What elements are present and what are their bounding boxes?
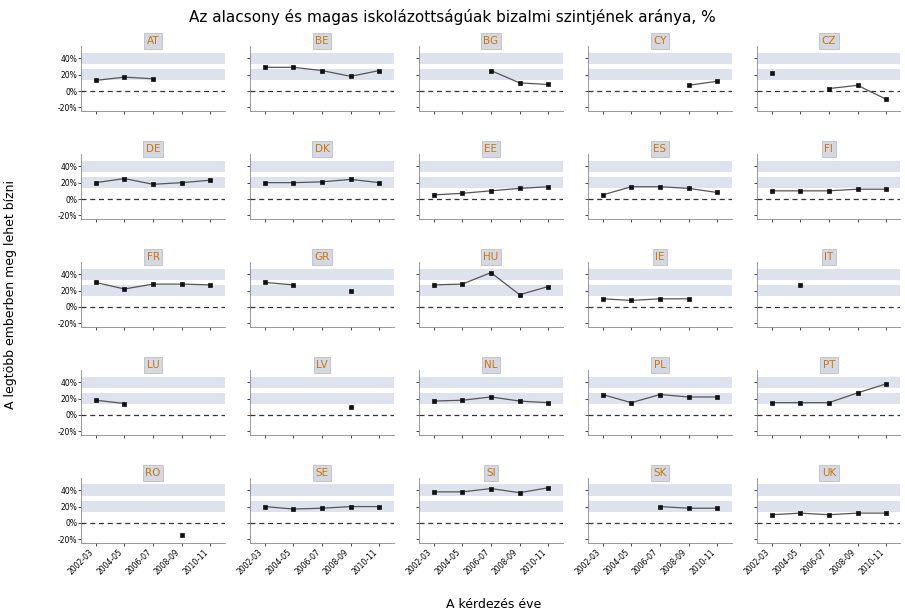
Bar <box>588 393 731 405</box>
Bar <box>81 161 224 172</box>
Text: SI: SI <box>486 468 496 478</box>
Bar <box>757 177 900 188</box>
Bar <box>588 376 731 388</box>
Bar <box>81 501 224 512</box>
Text: A legtöbb emberben meg lehet bízni: A legtöbb emberben meg lehet bízni <box>5 181 17 409</box>
Bar <box>419 268 563 280</box>
Text: FI: FI <box>824 144 834 154</box>
Bar <box>81 376 224 388</box>
Bar <box>251 161 394 172</box>
Bar <box>419 484 563 496</box>
Bar <box>81 53 224 64</box>
Text: NL: NL <box>484 360 498 370</box>
Bar <box>81 177 224 188</box>
Bar <box>588 501 731 512</box>
Text: PL: PL <box>654 360 666 370</box>
Bar <box>251 484 394 496</box>
Bar <box>419 69 563 80</box>
Text: SK: SK <box>653 468 667 478</box>
Bar <box>757 484 900 496</box>
Text: IT: IT <box>824 252 834 262</box>
Text: SE: SE <box>316 468 329 478</box>
Text: CZ: CZ <box>822 36 836 46</box>
Bar <box>419 161 563 172</box>
Bar <box>251 268 394 280</box>
Text: IE: IE <box>655 252 664 262</box>
Bar <box>757 161 900 172</box>
Bar <box>81 69 224 80</box>
Bar <box>251 393 394 405</box>
Bar <box>588 285 731 297</box>
Bar <box>588 161 731 172</box>
Bar <box>419 285 563 297</box>
Text: DE: DE <box>146 144 160 154</box>
Text: CY: CY <box>653 36 667 46</box>
Bar <box>251 177 394 188</box>
Text: HU: HU <box>483 252 499 262</box>
Bar <box>757 53 900 64</box>
Bar <box>81 393 224 405</box>
Bar <box>588 53 731 64</box>
Bar <box>251 501 394 512</box>
Text: ES: ES <box>653 144 666 154</box>
Text: FR: FR <box>147 252 159 262</box>
Text: Az alacsony és magas iskolázottságúak bizalmi szintjének aránya, %: Az alacsony és magas iskolázottságúak bi… <box>189 9 716 25</box>
Bar <box>588 268 731 280</box>
Bar <box>81 285 224 297</box>
Text: AT: AT <box>147 36 159 46</box>
Text: EE: EE <box>484 144 498 154</box>
Bar <box>251 285 394 297</box>
Bar <box>757 393 900 405</box>
Bar <box>757 268 900 280</box>
Bar <box>419 501 563 512</box>
Bar <box>588 69 731 80</box>
Bar <box>757 376 900 388</box>
Bar <box>419 393 563 405</box>
Text: DK: DK <box>315 144 329 154</box>
Bar <box>251 53 394 64</box>
Bar <box>419 177 563 188</box>
Bar <box>588 484 731 496</box>
Bar <box>588 177 731 188</box>
Bar <box>757 285 900 297</box>
Bar <box>81 268 224 280</box>
Text: BE: BE <box>315 36 329 46</box>
Text: BG: BG <box>483 36 499 46</box>
Text: LU: LU <box>147 360 159 370</box>
Text: A kérdezés éve: A kérdezés éve <box>445 598 541 611</box>
Text: GR: GR <box>314 252 329 262</box>
Bar <box>251 376 394 388</box>
Text: RO: RO <box>146 468 161 478</box>
Bar <box>251 69 394 80</box>
Bar <box>419 376 563 388</box>
Bar <box>81 484 224 496</box>
Bar <box>757 69 900 80</box>
Bar <box>757 501 900 512</box>
Bar <box>419 53 563 64</box>
Text: PT: PT <box>823 360 835 370</box>
Text: LV: LV <box>316 360 328 370</box>
Text: UK: UK <box>822 468 836 478</box>
